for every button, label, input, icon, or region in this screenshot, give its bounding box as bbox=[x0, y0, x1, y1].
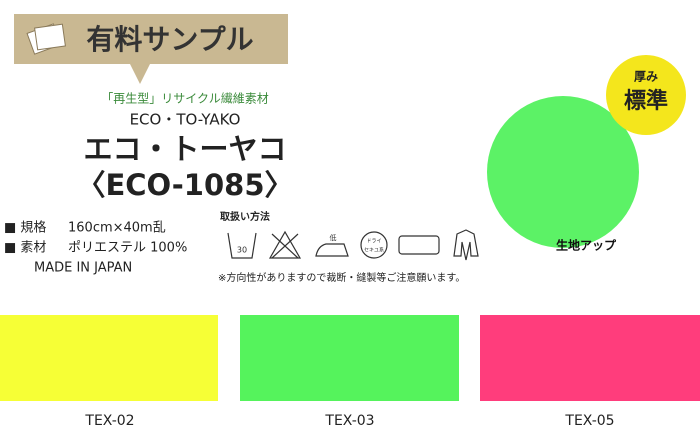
dry-text: ドライ bbox=[366, 239, 381, 245]
product-name: エコ・トーヤコ bbox=[83, 132, 286, 166]
spec-value: ポリエステル 100% bbox=[68, 241, 187, 256]
banner-pointer bbox=[130, 64, 150, 84]
swatch-label: TEX-03 bbox=[324, 413, 374, 429]
spec-label: ■ 素材 bbox=[4, 241, 46, 256]
closeup-label: 生地アップ bbox=[556, 238, 617, 253]
badge-top: 厚み bbox=[634, 70, 658, 84]
swatch bbox=[480, 315, 700, 401]
product-code: 〈ECO-1085〉 bbox=[76, 168, 293, 202]
care-title: 取扱い方法 bbox=[220, 210, 270, 223]
swatch bbox=[0, 315, 218, 401]
wash-temp: 30 bbox=[237, 246, 247, 255]
swatch-label: TEX-02 bbox=[84, 413, 134, 429]
badge bbox=[606, 55, 686, 135]
badge-bottom: 標準 bbox=[624, 88, 668, 114]
swatch-label: TEX-05 bbox=[564, 413, 614, 429]
spec-value: 160cm×40m乱 bbox=[68, 221, 166, 236]
dry-text: セキユ系 bbox=[364, 247, 384, 254]
romaji: ECO・TO-YAKO bbox=[130, 111, 241, 129]
paper-icon bbox=[26, 23, 66, 55]
care-note: ※方向性がありますので裁断・縫製等ご注意願います。 bbox=[218, 271, 465, 284]
swatch bbox=[240, 315, 459, 401]
care-icons bbox=[227, 229, 479, 261]
banner-title: 有料サンプル bbox=[86, 23, 253, 56]
tagline: 「再生型」リサイクル繊維素材 bbox=[101, 92, 268, 106]
origin: MADE IN JAPAN bbox=[34, 261, 132, 276]
spec-label: ■ 規格 bbox=[4, 220, 46, 236]
closeup-circle bbox=[487, 96, 639, 248]
iron-temp: 低 bbox=[330, 233, 337, 242]
